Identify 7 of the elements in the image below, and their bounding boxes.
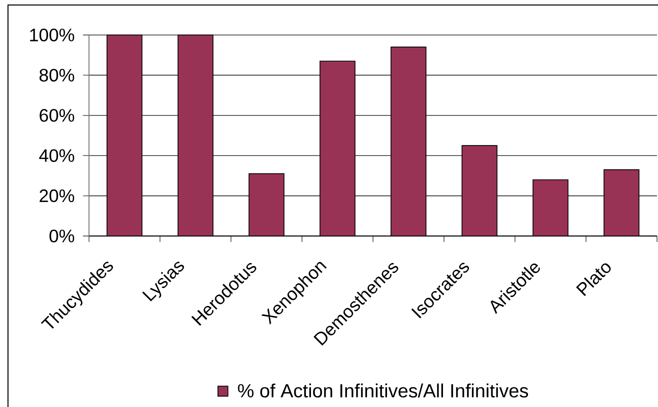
y-tick-label: 80%: [40, 68, 74, 82]
legend-label: % of Action Infinitives/All Infinitives: [238, 384, 528, 398]
y-tick-label: 40%: [39, 149, 74, 162]
y-tick-label: 0%: [49, 230, 74, 242]
y-tick-label: 20%: [40, 189, 74, 202]
y-tick-label: 60%: [40, 109, 74, 122]
y-tick-label: 100%: [30, 28, 74, 42]
